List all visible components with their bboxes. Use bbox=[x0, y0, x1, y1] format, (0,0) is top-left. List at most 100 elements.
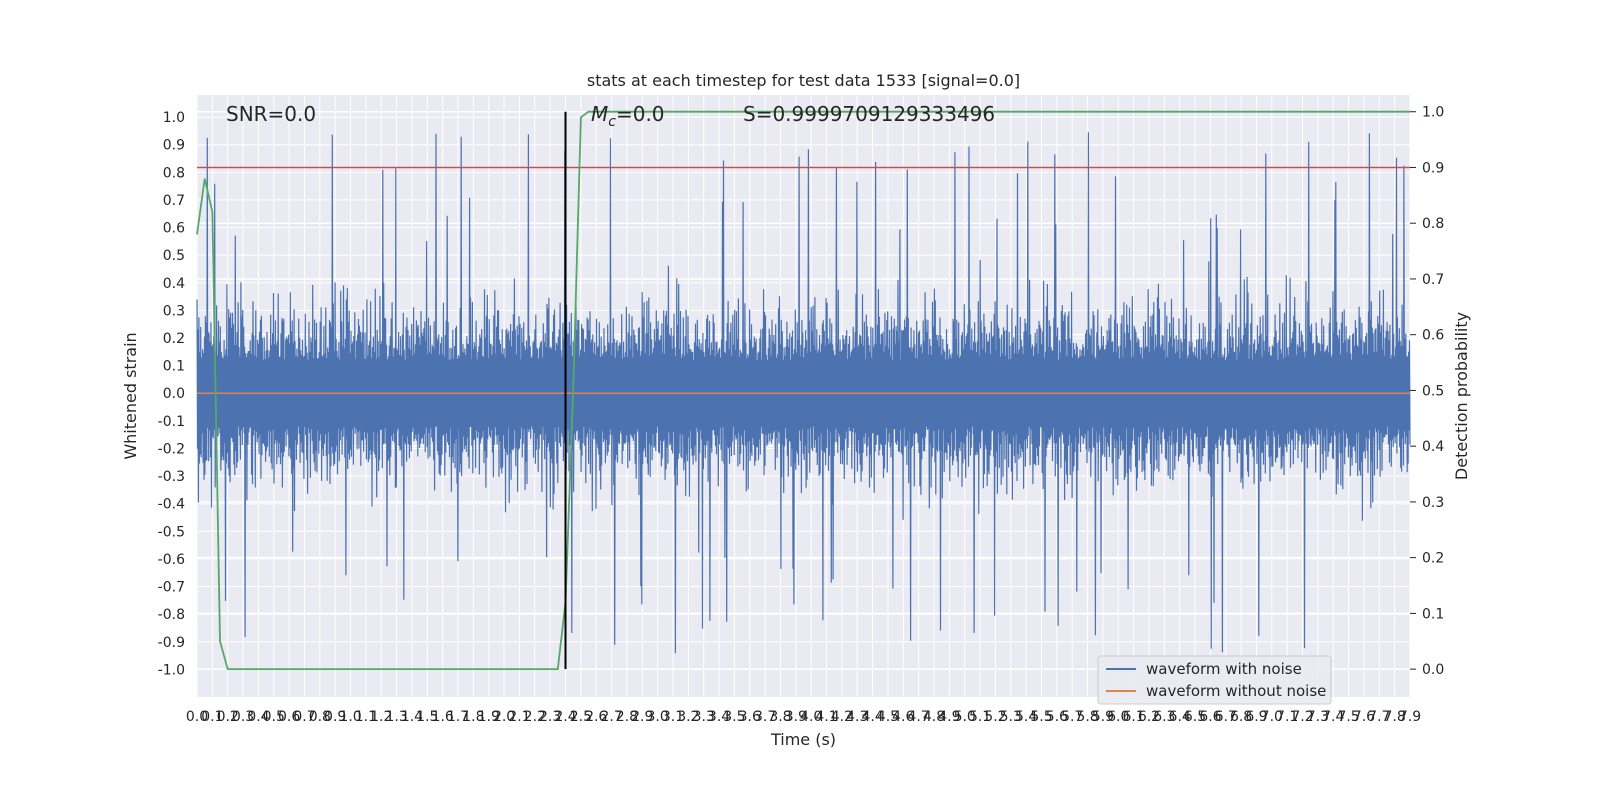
y-tick-label-left: -0.3 bbox=[158, 469, 185, 485]
x-tick-label: 1.7 bbox=[447, 709, 469, 725]
x-tick-label: 5.7 bbox=[1061, 709, 1083, 725]
y-tick-label-right: 0.3 bbox=[1422, 495, 1444, 511]
x-tick-label: 1.9 bbox=[478, 709, 500, 725]
x-tick-label: 4.1 bbox=[815, 709, 837, 725]
y-tick-label-right: 0.5 bbox=[1422, 383, 1444, 399]
x-tick-label: 6.4 bbox=[1169, 709, 1191, 725]
detection-probability-line bbox=[196, 110, 1410, 670]
x-tick-label: 6.2 bbox=[1138, 709, 1160, 725]
x-tick-label: 2.7 bbox=[600, 709, 622, 725]
x-tick-label: 6.5 bbox=[1184, 709, 1206, 725]
x-tick-label: 6.0 bbox=[1107, 709, 1129, 725]
x-tick-label: 5.2 bbox=[984, 709, 1006, 725]
x-tick-label: 0.3 bbox=[232, 709, 254, 725]
x-tick-label: 2.2 bbox=[524, 709, 546, 725]
x-tick-label: 2.4 bbox=[554, 709, 576, 725]
x-tick-label: 3.7 bbox=[754, 709, 776, 725]
y-tick-label-right: 0.0 bbox=[1422, 662, 1444, 678]
x-tick-label: 3.3 bbox=[693, 709, 715, 725]
x-tick-label: 3.2 bbox=[677, 709, 699, 725]
legend: waveform with noise waveform without noi… bbox=[1097, 655, 1332, 705]
y-tick-label-left: -0.8 bbox=[158, 607, 185, 623]
x-tick-label: 6.7 bbox=[1215, 709, 1237, 725]
x-tick-label: 1.3 bbox=[385, 709, 407, 725]
mc-annotation: Mc=0.0 bbox=[591, 102, 665, 130]
y-tick-label-left: -0.5 bbox=[158, 524, 185, 540]
x-tick-label: 4.0 bbox=[800, 709, 822, 725]
x-axis-label: Time (s) bbox=[770, 730, 836, 749]
y-tick-label-left: 0.0 bbox=[163, 386, 185, 402]
x-tick-label: 4.9 bbox=[938, 709, 960, 725]
x-tick-label: 2.8 bbox=[616, 709, 638, 725]
y-tick-label-right: 0.8 bbox=[1422, 216, 1444, 232]
x-tick-label: 1.0 bbox=[339, 709, 361, 725]
y-tick-label-left: 0.7 bbox=[163, 193, 185, 209]
x-tick-label: 1.1 bbox=[355, 709, 377, 725]
x-tick-label: 7.8 bbox=[1384, 709, 1406, 725]
y-tick-label-left: 0.4 bbox=[163, 276, 185, 292]
y-axis-label-right: Detection probability bbox=[1452, 312, 1471, 480]
chart-title: stats at each timestep for test data 153… bbox=[587, 71, 1020, 90]
x-tick-label: 0.8 bbox=[309, 709, 331, 725]
x-tick-label: 5.6 bbox=[1046, 709, 1068, 725]
y-tick-label-left: -0.9 bbox=[158, 635, 185, 651]
y-tick-label-left: -0.1 bbox=[158, 414, 185, 430]
y-tick-label-left: -1.0 bbox=[158, 662, 185, 678]
x-tick-label: 3.1 bbox=[662, 709, 684, 725]
waveform-with-noise-line bbox=[196, 132, 1411, 654]
y-tick-label-left: 0.2 bbox=[163, 331, 185, 347]
x-tick-label: 2.6 bbox=[585, 709, 607, 725]
axes: 0.00.10.20.30.40.50.60.70.80.91.01.11.21… bbox=[158, 105, 1445, 725]
x-tick-label: 4.7 bbox=[908, 709, 930, 725]
x-tick-label: 5.5 bbox=[1030, 709, 1052, 725]
y-axis-label-left: Whitened strain bbox=[121, 332, 140, 459]
x-tick-label: 7.7 bbox=[1368, 709, 1390, 725]
x-tick-label: 2.3 bbox=[539, 709, 561, 725]
x-tick-label: 4.5 bbox=[877, 709, 899, 725]
x-tick-label: 1.8 bbox=[462, 709, 484, 725]
y-tick-label-left: -0.7 bbox=[158, 580, 185, 596]
x-tick-label: 2.1 bbox=[508, 709, 530, 725]
x-tick-label: 0.2 bbox=[217, 709, 239, 725]
x-tick-label: 3.6 bbox=[739, 709, 761, 725]
x-tick-label: 5.1 bbox=[969, 709, 991, 725]
x-tick-label: 0.0 bbox=[186, 709, 208, 725]
x-tick-label: 4.8 bbox=[923, 709, 945, 725]
y-tick-label-right: 0.6 bbox=[1422, 328, 1444, 344]
x-tick-label: 3.0 bbox=[647, 709, 669, 725]
x-tick-label: 6.3 bbox=[1153, 709, 1175, 725]
x-tick-label: 0.4 bbox=[247, 709, 269, 725]
x-tick-label: 1.5 bbox=[416, 709, 438, 725]
x-tick-label: 7.5 bbox=[1337, 709, 1359, 725]
x-tick-label: 0.7 bbox=[293, 709, 315, 725]
x-tick-label: 7.9 bbox=[1399, 709, 1421, 725]
y-tick-label-left: 0.5 bbox=[163, 248, 185, 264]
mc-value: =0.0 bbox=[616, 102, 665, 126]
y-tick-label-right: 1.0 bbox=[1422, 105, 1444, 121]
s-annotation: S=0.9999709129333496 bbox=[743, 102, 995, 126]
x-tick-label: 7.4 bbox=[1322, 709, 1344, 725]
x-tick-label: 5.4 bbox=[1015, 709, 1037, 725]
x-tick-label: 4.3 bbox=[846, 709, 868, 725]
x-tick-label: 2.0 bbox=[493, 709, 515, 725]
x-tick-label: 3.5 bbox=[723, 709, 745, 725]
y-tick-label-right: 0.1 bbox=[1422, 606, 1444, 622]
x-tick-label: 2.5 bbox=[570, 709, 592, 725]
x-tick-label: 4.2 bbox=[831, 709, 853, 725]
y-tick-label-left: -0.4 bbox=[158, 497, 185, 513]
x-tick-label: 0.9 bbox=[324, 709, 346, 725]
x-tick-label: 3.8 bbox=[769, 709, 791, 725]
x-tick-label: 5.3 bbox=[1000, 709, 1022, 725]
x-tick-label: 6.8 bbox=[1230, 709, 1252, 725]
x-tick-label: 5.0 bbox=[954, 709, 976, 725]
x-tick-label: 4.6 bbox=[892, 709, 914, 725]
y-tick-label-left: 1.0 bbox=[163, 110, 185, 126]
y-tick-label-right: 0.2 bbox=[1422, 551, 1444, 567]
x-tick-label: 7.6 bbox=[1353, 709, 1375, 725]
x-tick-label: 3.4 bbox=[708, 709, 730, 725]
y-tick-label-right: 0.9 bbox=[1422, 160, 1444, 176]
x-tick-label: 3.9 bbox=[785, 709, 807, 725]
x-tick-label: 7.0 bbox=[1261, 709, 1283, 725]
x-tick-label: 7.3 bbox=[1307, 709, 1329, 725]
y-tick-label-left: -0.2 bbox=[158, 441, 185, 457]
